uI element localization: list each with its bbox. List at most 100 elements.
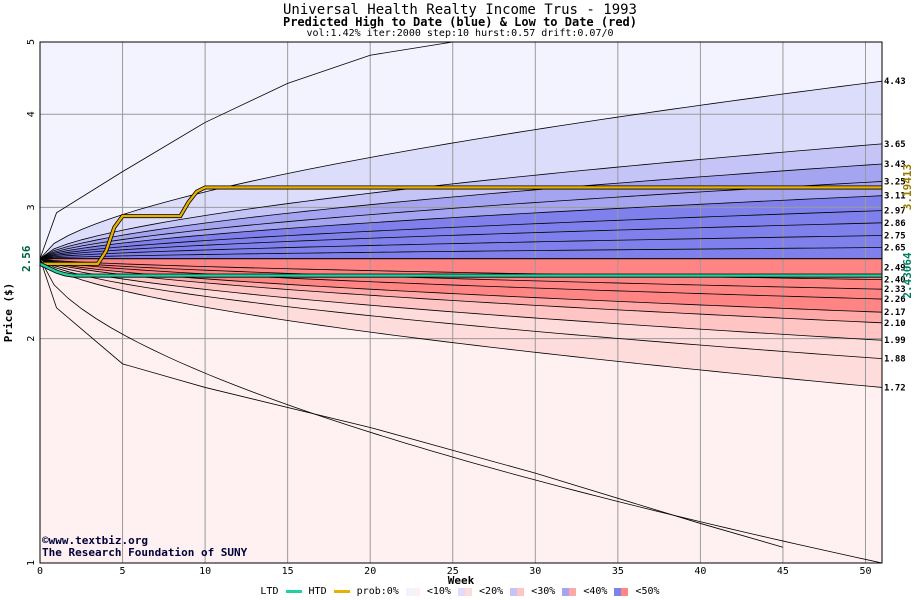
quantile-line	[39, 258, 883, 388]
y-tick-label: 3	[26, 204, 37, 210]
end-value-label: 4.43	[884, 77, 906, 87]
legend-band-2-label: <30%	[531, 586, 556, 597]
quantile-line	[39, 247, 883, 260]
red-band	[40, 258, 882, 388]
end-value-label: 3.43	[884, 160, 906, 170]
x-tick-label: 30	[529, 566, 541, 577]
end-value-label: 2.10	[884, 319, 906, 329]
y-tick-label: 5	[26, 39, 37, 45]
x-tick-label: 15	[282, 566, 294, 577]
blue-band	[40, 247, 882, 259]
quantile-line	[39, 258, 784, 548]
legend-band-1-label: <20%	[479, 586, 504, 597]
x-tick-label: 25	[447, 566, 459, 577]
legend-band-0-label: <10%	[426, 586, 451, 597]
quantile-line	[39, 258, 883, 324]
y-tick-label: 1	[26, 560, 37, 566]
legend-band-0-swatch	[405, 587, 420, 596]
end-value-label: 3.25	[884, 177, 906, 187]
x-tick-label: 5	[120, 566, 126, 577]
blue-band	[40, 42, 882, 259]
end-value-label: 3.65	[884, 140, 906, 150]
quantile-line	[39, 41, 453, 259]
series-line-ltd	[39, 262, 882, 277]
legend: LTD HTD prob:0% <10% <20% <30% <40% <50%	[0, 586, 920, 598]
quantile-line	[39, 143, 883, 260]
end-value-label: 2.17	[884, 308, 906, 318]
outer-blue-region	[40, 42, 882, 259]
x-tick-label: 40	[694, 566, 706, 577]
x-tick-label: 35	[612, 566, 624, 577]
quantile-line	[39, 258, 883, 360]
end-value-label: 1.88	[884, 355, 906, 365]
blue-band	[40, 235, 882, 259]
x-tick-label: 20	[364, 566, 376, 577]
ltd-final-label: 2.43064	[901, 252, 914, 299]
axes	[39, 41, 883, 564]
probability-bands	[40, 42, 882, 563]
end-value-label: 3.11	[884, 192, 906, 202]
end-value-label: 2.33	[884, 285, 906, 295]
end-value-label: 2.26	[884, 295, 906, 305]
legend-band-3-label: <40%	[583, 586, 608, 597]
chart-title: Universal Health Realty Income Trus - 19…	[282, 2, 637, 18]
y-tick-label: 4	[26, 111, 37, 117]
htd-final-label: 3.19413	[901, 164, 914, 210]
x-tick-label: 10	[199, 566, 211, 577]
end-value-label: 2.65	[884, 244, 906, 254]
quantile-line	[39, 258, 883, 341]
y-axis-title: Price ($)	[2, 283, 15, 343]
legend-band-2-swatch	[510, 587, 525, 596]
y-tick-label: 2	[26, 336, 37, 342]
red-band	[40, 258, 882, 563]
blue-band	[40, 195, 882, 259]
outer-red-region	[40, 258, 882, 563]
red-band	[40, 258, 882, 359]
series-lines	[39, 185, 882, 278]
chart-subtitle: Predicted High to Date (blue) & Low to D…	[282, 15, 637, 29]
legend-htd-line	[333, 590, 350, 593]
quantile-line	[39, 258, 883, 290]
blue-band	[40, 143, 882, 259]
x-tick-label: 50	[859, 566, 871, 577]
legend-prob-label: prob:0%	[356, 586, 399, 597]
quantile-line	[39, 80, 883, 259]
series-line-htd	[40, 186, 882, 266]
end-value-label: 1.72	[884, 383, 906, 393]
quantile-line	[39, 258, 883, 564]
x-tick-label: 0	[37, 566, 43, 577]
quantile-line	[39, 210, 883, 260]
blue-band	[40, 181, 882, 259]
legend-band-4-swatch	[614, 587, 629, 596]
quantile-lines	[39, 41, 883, 564]
end-value-label: 2.86	[884, 219, 906, 229]
quantile-line	[39, 258, 883, 300]
legend-ltd-label: LTD	[260, 586, 279, 597]
legend-band-4-label: <50%	[635, 586, 660, 597]
end-value-label: 2.40	[884, 276, 906, 286]
legend-band-1-swatch	[458, 587, 472, 596]
quantile-line	[39, 195, 883, 260]
red-band	[40, 258, 882, 323]
legend-htd-label: HTD	[308, 586, 327, 597]
blue-band	[40, 222, 882, 259]
legend-ltd-line	[285, 590, 302, 593]
quantile-line	[39, 163, 883, 260]
blue-band	[40, 81, 882, 259]
x-axis-title: Week	[448, 574, 475, 587]
end-value-label: 2.49	[884, 264, 906, 274]
end-value-label: 1.99	[884, 336, 906, 346]
quantile-line	[39, 222, 883, 260]
quantile-line	[39, 235, 883, 260]
start-price-label: 2.56	[20, 245, 33, 272]
credit-org: The Research Foundation of SUNY	[42, 546, 248, 559]
red-band	[40, 258, 882, 341]
plot-frame	[39, 41, 883, 564]
end-value-label: 2.97	[884, 207, 906, 217]
credit-url: ©www.textbiz.org	[42, 534, 148, 547]
x-tick-label: 45	[777, 566, 789, 577]
legend-band-3-swatch	[562, 587, 577, 596]
end-value-label: 2.75	[884, 232, 906, 242]
